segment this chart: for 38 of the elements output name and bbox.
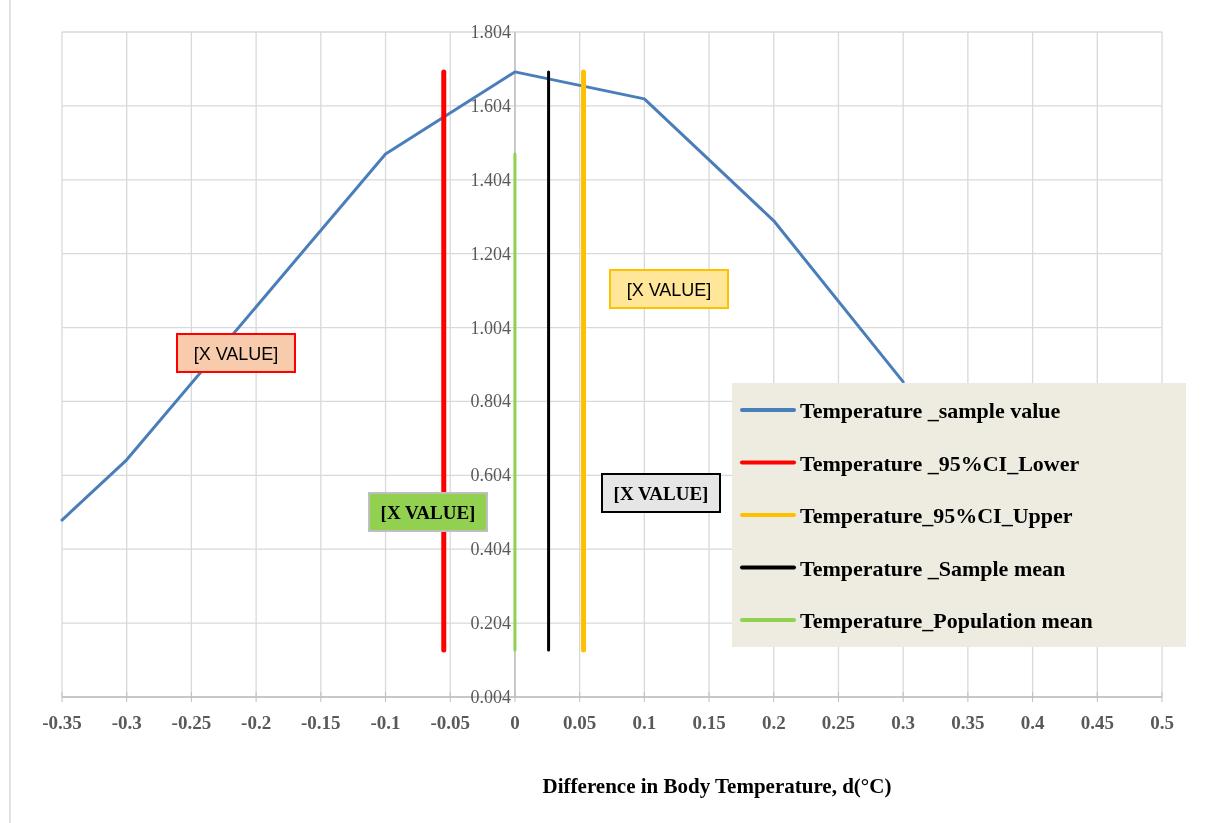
y-tick-label: 1.604	[470, 95, 511, 116]
y-tick-label: 1.404	[470, 169, 511, 190]
y-tick-label: 1.004	[470, 317, 511, 338]
x-tick-label: -0.2	[241, 712, 272, 733]
y-tick-label: 1.204	[470, 243, 511, 264]
y-tick-label: 0.004	[470, 687, 511, 707]
legend-label: Temperature_Population mean	[800, 608, 1093, 633]
x-tick-label: -0.25	[171, 712, 212, 733]
x-tick-label: 0	[510, 712, 520, 733]
annotation: [X VALUE]	[613, 483, 709, 504]
annotation: [X VALUE]	[193, 344, 279, 364]
x-tick-label: 0.25	[821, 712, 856, 733]
x-tick-label: -0.35	[42, 712, 82, 733]
y-tick-label: 0.604	[470, 465, 511, 486]
y-tick-label: 0.804	[470, 391, 511, 412]
x-tick-label: -0.15	[301, 712, 341, 733]
legend-label: Temperature_95%CI_Upper	[800, 503, 1073, 528]
x-tick-label: 0.4	[1020, 712, 1045, 733]
y-tick-label: 0.404	[470, 539, 511, 560]
annotation: [X VALUE]	[626, 280, 712, 300]
x-tick-label: 0.5	[1150, 712, 1174, 733]
y-tick-label: 0.204	[470, 613, 511, 634]
x-tick-label: 0.1	[632, 712, 657, 733]
annotation: [X VALUE]	[380, 502, 476, 523]
x-tick-label: -0.05	[430, 712, 471, 733]
x-tick-label: -0.1	[370, 712, 401, 733]
legend-label: Temperature _sample value	[800, 398, 1061, 423]
legend-label: Temperature _95%CI_Lower	[800, 450, 1080, 476]
x-tick-label: 0.3	[891, 712, 916, 733]
x-tick-label: 0.15	[692, 712, 726, 733]
y-tick-label: 1.804	[470, 22, 511, 42]
x-tick-label: 0.35	[951, 712, 985, 733]
x-tick-label: 0.45	[1080, 712, 1114, 733]
x-tick-label: 0.2	[761, 712, 786, 733]
x-tick-label: 0.05	[563, 712, 597, 733]
x-axis-title: Difference in Body Temperature, d(°C)	[542, 774, 892, 798]
legend-label: Temperature _Sample mean	[800, 555, 1066, 581]
x-tick-label: -0.3	[111, 712, 142, 733]
